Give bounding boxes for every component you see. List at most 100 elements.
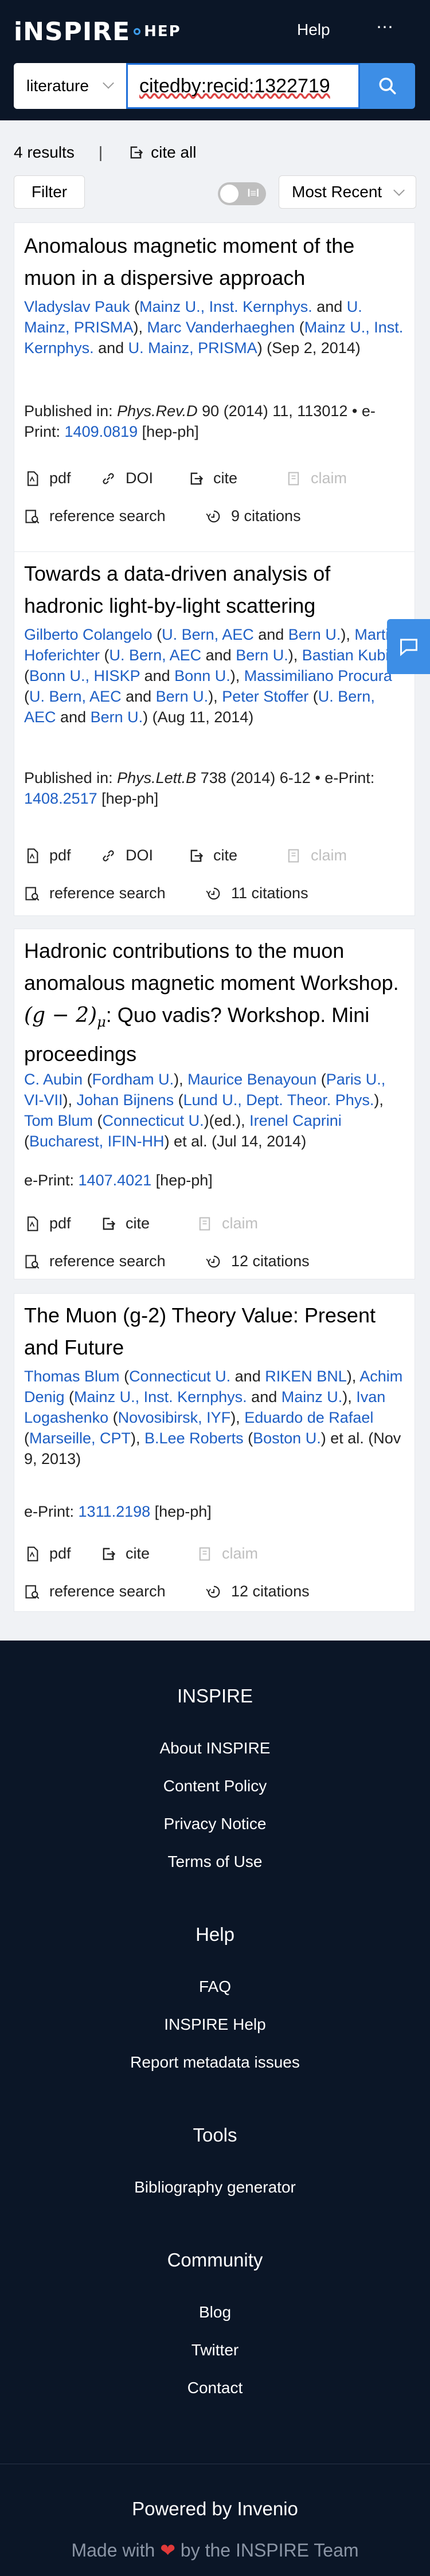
author-link[interactable]: Boston U. (253, 1430, 321, 1447)
footer-link[interactable]: Bibliography generator (134, 2178, 296, 2196)
footer-link[interactable]: Report metadata issues (130, 2053, 300, 2071)
author-link[interactable]: Bonn U., HISKP (29, 667, 140, 684)
author-link[interactable]: Bern U. (90, 708, 143, 726)
author-link[interactable]: Thomas Blum (24, 1368, 120, 1385)
footer-link[interactable]: Content Policy (163, 1777, 267, 1795)
author-link[interactable]: B.Lee Roberts (144, 1430, 244, 1447)
filter-button[interactable]: Filter (14, 175, 85, 209)
pdf-button[interactable]: pdf (24, 1215, 71, 1232)
author-link[interactable]: Gilberto Colangelo (24, 626, 153, 643)
cite-all-button[interactable]: cite all (128, 143, 196, 162)
sort-select[interactable]: Most Recent (279, 175, 416, 209)
footer-link[interactable]: FAQ (198, 1978, 231, 1995)
pdf-button[interactable]: pdf (24, 847, 71, 864)
citations-button[interactable]: 11 citations (206, 884, 308, 902)
view-toggle[interactable]: l≡l (218, 182, 266, 205)
author-link[interactable]: Connecticut U. (102, 1112, 204, 1129)
feedback-button[interactable] (387, 619, 430, 674)
claim-button[interactable]: claim (286, 469, 347, 487)
author-link[interactable]: U. Bern, AEC (109, 647, 202, 664)
footer-link[interactable]: Contact (187, 2379, 243, 2397)
author-link[interactable]: U. Bern, AEC (24, 688, 375, 726)
record-title[interactable]: The Muon (g-2) Theory Value: Present and… (24, 1303, 376, 1359)
eprint-link[interactable]: 1408.2517 (24, 790, 97, 807)
author-link[interactable]: Johan Bijnens (76, 1091, 174, 1109)
eprint-link[interactable]: 1311.2198 (78, 1503, 151, 1520)
citations-button[interactable]: 12 citations (206, 1583, 310, 1600)
author-link[interactable]: U. Mainz, PRISMA (24, 298, 362, 336)
reference-search-button[interactable]: reference search (24, 884, 166, 902)
footer-link[interactable]: Terms of Use (167, 1853, 263, 1870)
collection-select[interactable]: literature (14, 63, 126, 109)
cite-button[interactable]: cite (100, 1545, 150, 1563)
doi-button[interactable]: DOI (100, 469, 153, 487)
author-link[interactable]: Mainz U., Inst. Kernphys. (139, 298, 312, 315)
footer-link[interactable]: INSPIRE Help (164, 2015, 266, 2033)
author-link[interactable]: C. Aubin (24, 1071, 83, 1088)
search-button[interactable] (360, 63, 415, 109)
author-link[interactable]: Lund U., Dept. Theor. Phys. (183, 1091, 374, 1109)
eprint-link[interactable]: 1407.4021 (78, 1172, 152, 1189)
author-link[interactable]: Vladyslav Pauk (24, 298, 130, 315)
pdf-button[interactable]: pdf (24, 1545, 71, 1563)
claim-button[interactable]: claim (197, 1545, 258, 1563)
cite-button[interactable]: cite (188, 847, 237, 864)
author-link[interactable]: Marc Vanderhaeghen (147, 319, 295, 336)
author-link[interactable]: Mainz U., Inst. Kernphys. (74, 1388, 247, 1406)
reference-search-button[interactable]: reference search (24, 1583, 166, 1600)
record-title[interactable]: Towards a data-driven analysis of hadron… (24, 562, 331, 617)
author-link[interactable]: Ivan Logashenko (24, 1388, 386, 1426)
claim-button[interactable]: claim (197, 1215, 258, 1232)
author-link[interactable]: Bonn U. (174, 667, 230, 684)
author-link[interactable]: Bern U. (236, 647, 288, 664)
author-link[interactable]: U. Bern, AEC (29, 688, 122, 705)
author-link[interactable]: Eduardo de Rafael (244, 1409, 374, 1426)
author-link[interactable]: Marseille, CPT (29, 1430, 131, 1447)
author-link[interactable]: Mainz U., Inst. Kernphys. (24, 319, 404, 357)
author-text: ), (62, 1091, 77, 1109)
reference-search-button[interactable]: reference search (24, 1252, 166, 1270)
citations-button[interactable]: 12 citations (206, 1252, 310, 1270)
author-link[interactable]: Paris U., VI-VII (24, 1071, 386, 1109)
cite-button[interactable]: cite (188, 469, 237, 487)
author-link[interactable]: Maurice Benayoun (187, 1071, 317, 1088)
eprint-link[interactable]: 1409.0819 (64, 423, 138, 440)
claim-button[interactable]: claim (286, 847, 347, 864)
chevron-down-icon (393, 185, 405, 196)
record-title[interactable]: Anomalous magnetic moment of the muon in… (24, 234, 355, 289)
author-link[interactable]: Fordham U. (92, 1071, 174, 1088)
search-input[interactable]: citedby:recid:1322719 (126, 63, 360, 109)
author-link[interactable]: U. Mainz, PRISMA (128, 339, 257, 357)
author-link[interactable]: Achim Denig (24, 1368, 403, 1406)
footer-link[interactable]: Twitter (191, 2341, 239, 2359)
author-link[interactable]: Bern U. (155, 688, 209, 705)
author-link[interactable]: Connecticut U. (129, 1368, 231, 1385)
pdf-button[interactable]: pdf (24, 469, 71, 487)
footer-link[interactable]: Blog (198, 2303, 232, 2321)
author-link[interactable]: U. Bern, AEC (162, 626, 254, 643)
more-menu-icon[interactable]: ⋯ (376, 18, 394, 37)
claim-label: claim (222, 1215, 259, 1232)
cite-button[interactable]: cite (100, 1215, 150, 1232)
author-link[interactable]: Tom Blum (24, 1112, 93, 1129)
reference-search-button[interactable]: reference search (24, 507, 166, 525)
footer-link[interactable]: Privacy Notice (163, 1815, 267, 1833)
help-menu[interactable]: Help (297, 21, 330, 38)
author-link[interactable]: Massimiliano Procura (244, 667, 392, 684)
record-title[interactable]: Hadronic contributions to the muon anoma… (24, 935, 408, 1070)
author-text: ), (174, 1071, 188, 1088)
author-link[interactable]: Bucharest, IFIN-HH (29, 1133, 165, 1150)
powered-by[interactable]: Powered by Invenio (132, 2498, 298, 2519)
author-text: ), (346, 1368, 360, 1385)
footer-link[interactable]: About INSPIRE (159, 1739, 271, 1757)
inspire-logo[interactable]: iNSPIRE HEP (14, 17, 181, 46)
doi-button[interactable]: DOI (100, 847, 153, 864)
author-link[interactable]: RIKEN BNL (265, 1368, 347, 1385)
citations-button[interactable]: 9 citations (206, 507, 301, 525)
author-link[interactable]: Novosibirsk, IYF (118, 1409, 231, 1426)
author-link[interactable]: Peter Stoffer (222, 688, 309, 705)
author-link[interactable]: Bern U. (288, 626, 341, 643)
author-link[interactable]: Mainz U. (281, 1388, 343, 1406)
author-link[interactable]: Bastian Kubis (302, 647, 397, 664)
author-link[interactable]: Irenel Caprini (249, 1112, 342, 1129)
